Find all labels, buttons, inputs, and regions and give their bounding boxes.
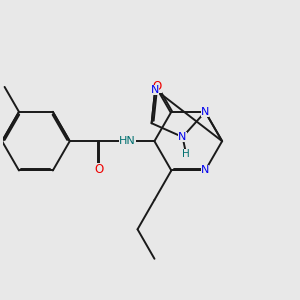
- Text: N: N: [201, 107, 209, 117]
- Text: N: N: [178, 132, 187, 142]
- Text: N: N: [201, 166, 209, 176]
- Text: O: O: [152, 80, 162, 93]
- Text: O: O: [94, 164, 103, 176]
- Text: N: N: [151, 85, 159, 94]
- Text: H: H: [182, 148, 190, 159]
- Text: HN: HN: [119, 136, 136, 146]
